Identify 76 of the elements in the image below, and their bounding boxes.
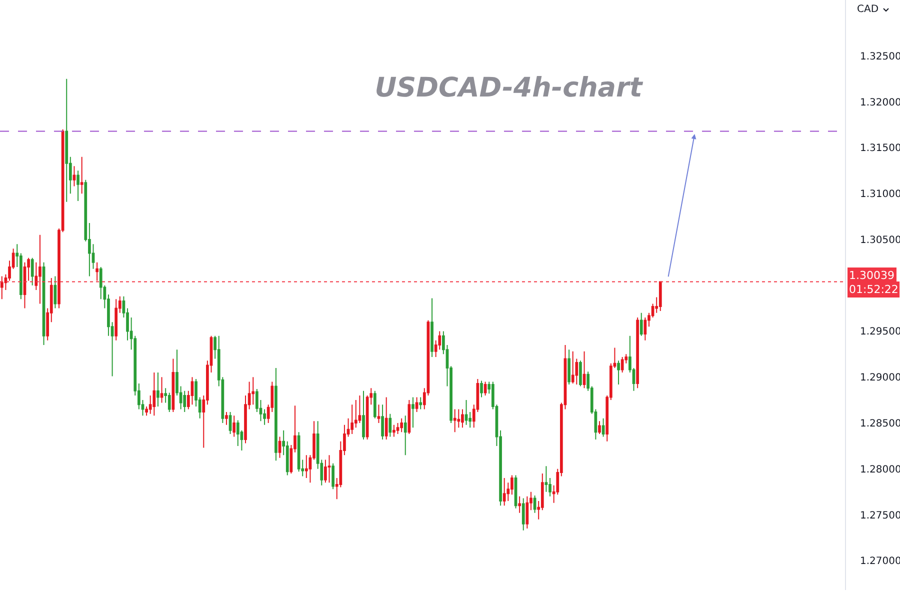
candlestick [228,411,232,435]
candlestick [502,478,506,506]
candlestick [160,376,164,404]
candlestick [152,372,156,416]
candlestick [396,422,400,435]
candlestick [274,367,278,462]
candlestick [571,350,574,384]
candlestick [636,316,639,389]
candlestick [362,390,365,440]
candlestick [297,432,300,472]
text: USDCAD-4h-chart [374,72,644,104]
candlestick [464,400,468,426]
candlestick [114,298,118,341]
candlestick [377,404,380,424]
candlestick [23,262,26,309]
candlestick [76,170,80,202]
candlestick [453,408,456,433]
candlestick [236,420,240,446]
candlestick [400,418,403,433]
candlestick [518,496,521,514]
candlestick [430,298,434,358]
text: CAD [857,4,879,15]
candlestick [658,281,662,312]
candlestick [582,350,586,389]
candlestick [30,257,34,286]
candlestick [544,466,548,492]
candlestick [384,396,388,440]
candlestick [54,276,57,309]
candlestick [0,276,4,300]
candlestick [419,396,422,410]
candlestick [620,356,624,374]
candlestick [617,360,620,385]
candlestick [350,404,354,435]
candlestick [461,408,464,428]
candlestick [388,413,392,438]
candlestick [72,166,76,187]
candlestick [328,454,331,484]
candlestick [156,372,160,407]
candlestick [225,411,228,426]
candlestick [190,376,194,406]
candlestick [484,381,487,396]
candlestick [332,462,334,490]
candlestick [514,474,518,509]
candlestick [381,404,384,440]
candlestick [392,424,396,438]
candlestick [533,494,536,514]
candlestick [598,420,601,435]
candlestick [480,380,483,398]
candlestick [324,459,327,484]
candlestick [404,415,407,456]
candlestick [644,316,647,341]
candlestick [373,390,376,419]
candlestick [526,496,529,530]
candlestick [640,312,643,336]
ref-line-label: 1.30039 [849,269,894,282]
candlestick [412,396,414,428]
candlestick [38,234,42,304]
candlestick [183,390,186,412]
candlestick [568,349,570,385]
candlestick [415,396,418,412]
candlestick [252,376,255,406]
candlestick [65,78,68,202]
candlestick [80,156,84,194]
candlestick [304,454,308,479]
candlestick [172,358,175,412]
candlestick [232,415,236,438]
candlestick [579,360,582,387]
candlestick [602,418,605,438]
candlestick [358,394,362,424]
candlestick [408,400,411,435]
candlestick [457,408,460,428]
candlestick [96,262,98,282]
text: 01:52:22 [849,283,898,296]
candlestick [168,392,171,412]
candlestick [522,498,525,531]
candlestick [278,436,282,458]
